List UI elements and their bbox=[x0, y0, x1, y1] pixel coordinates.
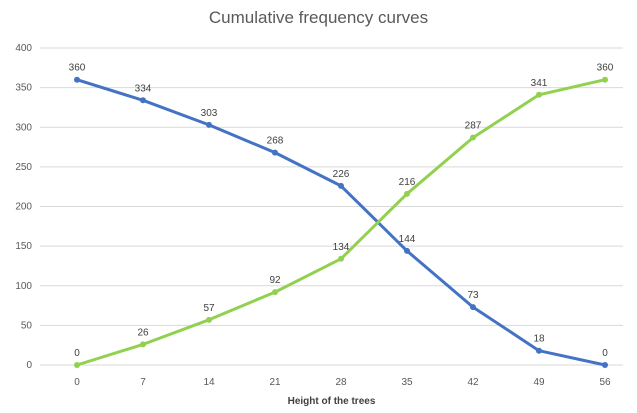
series-2-data-label-5: 216 bbox=[399, 177, 416, 188]
series-1-data-label-1: 334 bbox=[135, 83, 152, 94]
series-1-data-label-0: 360 bbox=[69, 63, 86, 74]
x-tick-label-42: 42 bbox=[467, 377, 479, 388]
series-2-data-label-7: 341 bbox=[531, 78, 548, 89]
series-2-data-label-6: 287 bbox=[465, 121, 482, 132]
y-tick-label-350: 350 bbox=[15, 83, 32, 94]
chart-title: Cumulative frequency curves bbox=[208, 8, 429, 27]
x-tick-label-56: 56 bbox=[599, 377, 611, 388]
x-tick-label-21: 21 bbox=[269, 377, 281, 388]
y-tick-label-100: 100 bbox=[15, 281, 32, 292]
series-1-point-8 bbox=[602, 362, 608, 368]
series-1-data-label-4: 226 bbox=[333, 169, 350, 180]
series-line-1 bbox=[75, 78, 607, 367]
series-2-data-label-4: 134 bbox=[333, 242, 350, 253]
series-2-point-5 bbox=[404, 190, 410, 197]
x-tick-label-7: 7 bbox=[140, 377, 146, 388]
series-1-data-label-2: 303 bbox=[201, 108, 218, 119]
series-1-point-0 bbox=[74, 76, 80, 83]
series-line-2 bbox=[75, 78, 607, 367]
series-2-data-label-3: 92 bbox=[269, 275, 281, 286]
x-tick-label-14: 14 bbox=[203, 377, 215, 388]
series-2-point-0 bbox=[74, 362, 80, 368]
series-2-data-label-8: 360 bbox=[597, 63, 614, 74]
y-tick-label-0: 0 bbox=[26, 360, 32, 371]
y-tick-label-150: 150 bbox=[15, 241, 32, 252]
series-1-point-5 bbox=[404, 247, 410, 254]
series-2-point-4 bbox=[338, 255, 344, 262]
x-tick-label-49: 49 bbox=[533, 377, 545, 388]
x-tick-label-0: 0 bbox=[74, 377, 80, 388]
series-1-point-4 bbox=[338, 182, 344, 189]
series-1-point-1 bbox=[140, 97, 146, 104]
y-tick-label-300: 300 bbox=[15, 122, 32, 133]
series-2-point-2 bbox=[206, 316, 212, 323]
series-1-point-7 bbox=[536, 347, 542, 354]
series-2-point-7 bbox=[536, 91, 542, 98]
series-2-data-label-2: 57 bbox=[203, 303, 215, 314]
series-1-data-label-7: 18 bbox=[533, 334, 545, 345]
series-1-point-3 bbox=[272, 149, 278, 156]
series-1-data-label-8: 0 bbox=[602, 348, 608, 359]
series-2-point-3 bbox=[272, 289, 278, 296]
y-tick-label-200: 200 bbox=[15, 202, 32, 213]
series-1-point-6 bbox=[470, 304, 476, 311]
series-2-data-label-0: 0 bbox=[74, 348, 80, 359]
series-2-data-label-1: 26 bbox=[137, 327, 149, 338]
x-axis-title: Height of the trees bbox=[287, 396, 376, 407]
y-tick-label-400: 400 bbox=[15, 43, 32, 54]
series-2-point-6 bbox=[470, 134, 476, 141]
series-2-point-8 bbox=[602, 76, 608, 83]
series-1-data-label-3: 268 bbox=[267, 136, 284, 147]
series-1-point-2 bbox=[206, 121, 212, 128]
series-1-data-label-5: 144 bbox=[399, 234, 416, 245]
series-1-data-label-6: 73 bbox=[467, 290, 479, 301]
x-tick-label-35: 35 bbox=[401, 377, 413, 388]
y-tick-label-250: 250 bbox=[15, 162, 32, 173]
series-2-point-1 bbox=[140, 341, 146, 348]
x-tick-label-28: 28 bbox=[335, 377, 347, 388]
y-tick-label-50: 50 bbox=[21, 320, 33, 331]
